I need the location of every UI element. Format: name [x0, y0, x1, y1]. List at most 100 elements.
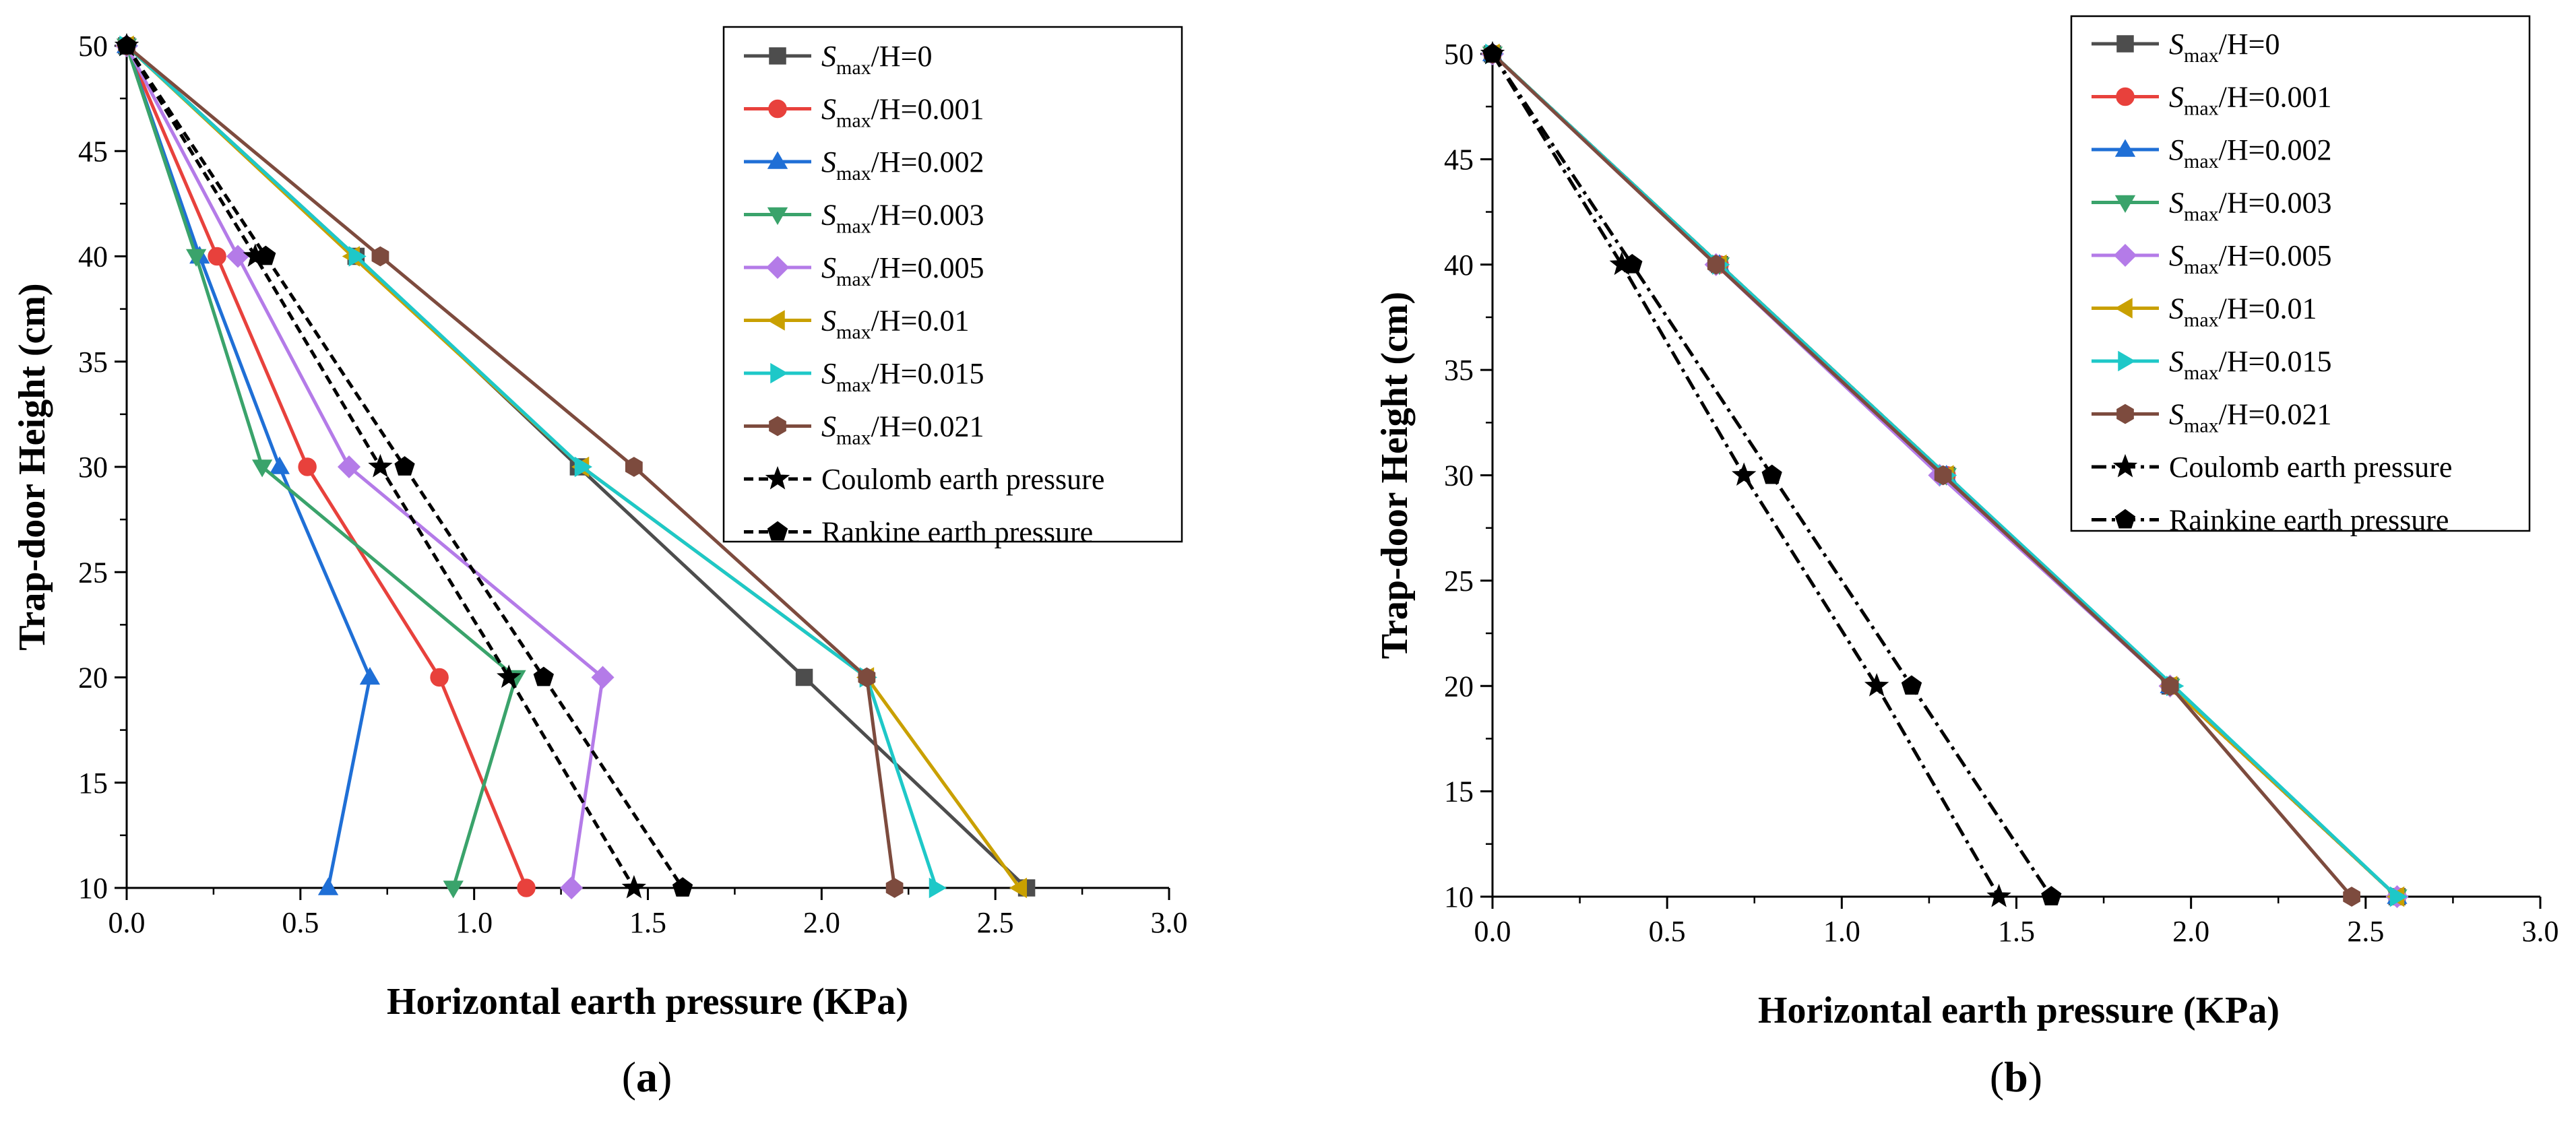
x-tick-label: 1.5 — [1998, 915, 2035, 948]
legend-marker — [2114, 509, 2136, 529]
legend-label: Smax/H=0.005 — [2169, 239, 2331, 278]
legend-item: Smax/H=0.021 — [744, 410, 984, 449]
legend-label-symbol: S — [821, 199, 836, 232]
y-tick-label: 40 — [78, 241, 108, 274]
data-point — [1707, 254, 1725, 275]
legend-marker — [767, 521, 788, 541]
legend-label-slash: /H= — [2219, 292, 2265, 325]
legend-label-subscript: max — [836, 374, 871, 396]
legend-label-value: 0 — [917, 40, 932, 73]
legend-marker — [767, 151, 788, 169]
legend-label-symbol: S — [2169, 133, 2184, 166]
legend-label-subscript: max — [2184, 44, 2219, 67]
legend-item: Smax/H=0.021 — [2092, 398, 2331, 437]
legend-box — [722, 26, 1183, 543]
legend-item: Smax/H=0.01 — [744, 305, 969, 344]
data-point — [368, 453, 393, 478]
legend-label-slash: /H= — [871, 357, 918, 390]
legend-marker — [767, 310, 785, 331]
y-tick-label: 45 — [78, 135, 108, 168]
legend-label-value: 0.001 — [2265, 81, 2331, 114]
legend-label: Smax/H=0.021 — [821, 410, 984, 449]
legend-label-slash: /H= — [871, 251, 918, 284]
series-line — [125, 44, 604, 889]
x-tick-label: 2.5 — [977, 906, 1014, 939]
legend-item: Smax/H=0.003 — [744, 199, 984, 238]
chart-panel-b: 0.0 0.5 1.0 1.5 2.0 2.5 3.0 10 15 20 25 30 35 40 45 50 H… — [1374, 15, 2559, 1101]
legend-item: Smax/H=0.002 — [744, 146, 984, 185]
legend-label: Smax/H=0.015 — [821, 357, 984, 396]
legend-item: Smax/H=0.005 — [744, 251, 984, 290]
panel-label: (b) — [1990, 1053, 2042, 1101]
legend-label-slash: /H= — [2219, 28, 2265, 61]
legend-item: Smax/H=0 — [744, 40, 932, 79]
panel-label: (a) — [622, 1053, 672, 1101]
legend-label-slash: /H= — [871, 146, 918, 179]
legend-item: Coulomb earth pressure — [744, 463, 1104, 496]
legend-label-subscript: max — [2184, 203, 2219, 226]
data-point — [621, 874, 647, 899]
legend-label-subscript: max — [2184, 415, 2219, 437]
legend-marker — [765, 466, 790, 490]
legend-label: Smax/H=0.015 — [2169, 345, 2331, 384]
legend-label-value: 0.015 — [2265, 345, 2331, 378]
series-line — [125, 45, 517, 889]
legend-label-symbol: S — [2169, 81, 2184, 114]
legend-label: Smax/H=0.01 — [2169, 292, 2317, 331]
x-tick-label: 0.0 — [108, 906, 146, 939]
legend-label-subscript: max — [836, 427, 871, 449]
legend-label-value: 0.003 — [917, 199, 984, 232]
y-axis-title: Trap-door Height (cm) — [1374, 292, 1416, 659]
data-point — [517, 878, 536, 897]
legend-label: Rainkine earth pressure — [2169, 504, 2449, 537]
legend-label-value: 0.021 — [2265, 398, 2331, 431]
legend-marker — [769, 47, 786, 65]
legend-marker — [2114, 139, 2136, 157]
legend-label-subscript: max — [2184, 150, 2219, 172]
legend-item: Smax/H=0.01 — [2092, 292, 2317, 331]
legend-label-symbol: S — [2169, 28, 2184, 61]
x-axis-title: Horizontal earth pressure (KPa) — [1758, 990, 2280, 1031]
x-tick-label: 0.5 — [282, 906, 319, 939]
data-point — [317, 877, 339, 895]
y-tick-label: 35 — [78, 346, 108, 379]
legend-marker — [2116, 404, 2134, 424]
legend-label: Smax/H=0.003 — [821, 199, 984, 238]
y-tick-label: 25 — [1444, 565, 1474, 598]
legend-label-value: 0.01 — [2265, 292, 2317, 325]
data-point — [858, 667, 876, 688]
y-tick-label: 10 — [78, 872, 108, 905]
legend-label-subscript: max — [2184, 362, 2219, 384]
legend-item: Smax/H=0.005 — [2092, 239, 2331, 278]
series-line — [125, 45, 372, 889]
legend-label: Smax/H=0.003 — [2169, 187, 2331, 226]
legend-label-symbol: S — [821, 305, 836, 338]
y-tick-label: 20 — [78, 662, 108, 695]
data-point — [574, 456, 592, 478]
data-point — [2343, 887, 2360, 907]
x-tick-label: 2.0 — [2172, 915, 2209, 948]
legend-marker — [2118, 350, 2136, 372]
legend-label: Smax/H=0.01 — [821, 305, 969, 344]
legend-item: Smax/H=0.015 — [2092, 345, 2331, 384]
legend-label-symbol: S — [821, 146, 836, 179]
legend-item: Smax/H=0.001 — [744, 93, 984, 132]
data-point — [1731, 462, 1757, 486]
legend-box — [2070, 15, 2531, 532]
data-point — [298, 457, 317, 476]
data-point — [1934, 465, 1952, 486]
data-point — [2041, 886, 2062, 905]
x-tick-label: 1.0 — [455, 906, 493, 939]
legend-item: Smax/H=0.003 — [2092, 187, 2331, 226]
legend-label-symbol: S — [821, 93, 836, 126]
legend-label-subscript: max — [2184, 256, 2219, 278]
data-point — [371, 246, 389, 267]
legend-label-value: 0.001 — [917, 93, 984, 126]
data-point — [208, 247, 226, 266]
data-point — [252, 459, 273, 478]
panel-label-letter: b — [2004, 1053, 2028, 1101]
legend-label-subscript: max — [2184, 309, 2219, 331]
legend-label-slash: /H= — [2219, 187, 2265, 220]
legend-marker — [769, 416, 786, 437]
